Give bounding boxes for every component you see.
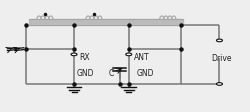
Text: ANT: ANT bbox=[134, 52, 149, 61]
Text: Drive: Drive bbox=[211, 53, 231, 62]
Text: GND: GND bbox=[76, 69, 94, 78]
Text: C: C bbox=[108, 69, 114, 78]
Circle shape bbox=[216, 40, 222, 42]
Circle shape bbox=[126, 54, 132, 56]
Bar bbox=[29, 20, 184, 26]
Circle shape bbox=[71, 54, 77, 56]
Text: GND: GND bbox=[136, 69, 154, 78]
Circle shape bbox=[216, 83, 222, 86]
Text: RX: RX bbox=[79, 52, 90, 61]
